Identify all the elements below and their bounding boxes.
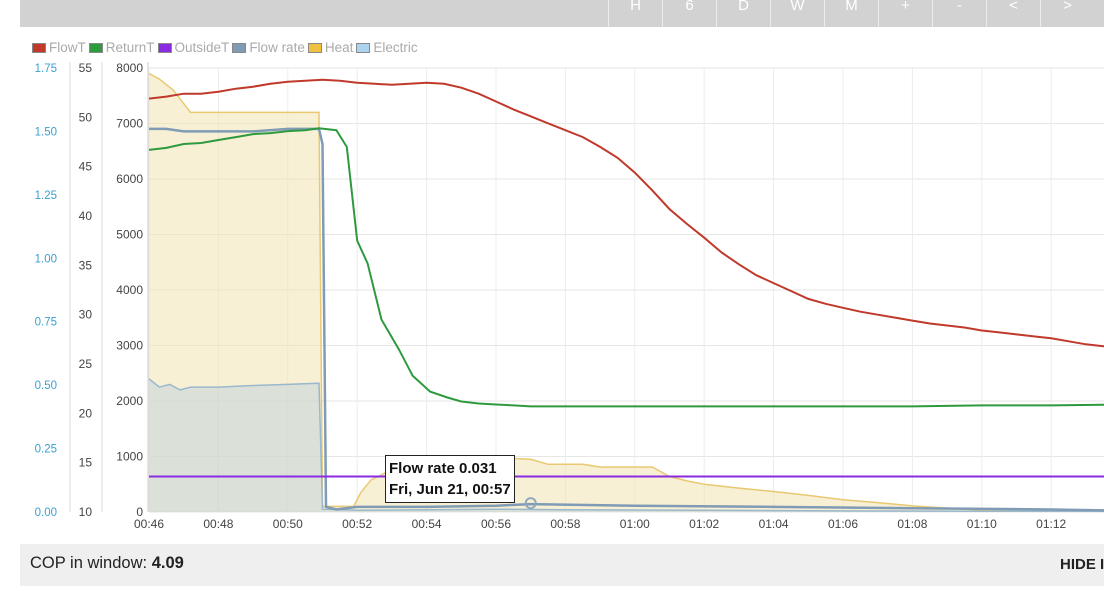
x-axis-tick: 00:58: [550, 517, 580, 531]
toolbar-button-4[interactable]: M: [824, 0, 878, 27]
legend-label: FlowT: [49, 40, 86, 55]
chart-tooltip: Flow rate 0.031 Fri, Jun 21, 00:57: [385, 455, 515, 503]
electric-area: [149, 378, 1104, 512]
flowt-line: [149, 78, 1104, 348]
x-axis-tick: 00:54: [412, 517, 442, 531]
legend-label: Heat: [324, 40, 354, 55]
legend-swatch: [88, 42, 103, 53]
legend-swatch: [32, 42, 46, 53]
legend-swatch: [232, 42, 247, 53]
tooltip-date: Fri, Jun 21, 00:57: [389, 481, 511, 498]
toolbar-button-6[interactable]: -: [932, 0, 986, 27]
toolbar-button-5[interactable]: +: [878, 0, 932, 27]
power-axis-tick: 0: [136, 505, 143, 519]
temperature-axis-tick: 30: [79, 308, 93, 322]
flow-axis-tick: 0.50: [35, 380, 57, 392]
x-axis-tick: 01:08: [897, 517, 927, 531]
legend-label: Electric: [373, 40, 418, 55]
toolbar-button-2[interactable]: D: [716, 0, 770, 27]
legend-swatch: [157, 42, 172, 53]
power-axis-tick: 5000: [116, 228, 143, 242]
x-axis-tick: 01:06: [828, 517, 858, 531]
x-axis-tick: 00:50: [273, 517, 303, 531]
chart-legend: FlowT ReturnT OutsideT Flow rate Heat Electri…: [32, 40, 421, 55]
heatpump-chart: 0.00 0.25 0.50 0.75 1.00 1.25 1.50 1.75 10 15 20 25…: [35, 61, 1104, 531]
flow-axis-tick: 1.50: [35, 126, 57, 138]
power-axis-tick: 2000: [116, 394, 143, 408]
flow-axis-tick: 1.75: [35, 63, 57, 75]
top-bar: [20, 0, 1104, 27]
hide-button[interactable]: HIDE I: [1060, 556, 1104, 573]
legend-swatch: [356, 42, 371, 53]
power-axis-tick: 8000: [116, 61, 143, 75]
power-axis-tick: 7000: [116, 117, 143, 131]
flow-rate-line: [149, 127, 1104, 512]
temperature-axis-tick: 50: [79, 110, 93, 124]
power-axis-tick: 3000: [116, 339, 143, 353]
temperature-axis-tick: 20: [79, 406, 93, 420]
x-axis-tick: 01:00: [620, 517, 650, 531]
temperature-axis-tick: 10: [79, 505, 93, 519]
legend-item-heat[interactable]: Heat: [307, 40, 354, 55]
flow-axis-tick: 0.00: [35, 507, 57, 519]
legend-item-flow-rate[interactable]: Flow rate: [232, 40, 305, 55]
legend-label: OutsideT: [174, 40, 230, 55]
hover-marker: [524, 497, 537, 510]
cop-label: COP in window:: [30, 554, 148, 572]
x-axis-tick: 00:48: [203, 517, 233, 531]
x-axis-tick: 00:56: [481, 517, 511, 531]
time-window-toolbar: H 6 D W M + - < >: [608, 0, 1094, 27]
cop-value: 4.09: [151, 554, 184, 572]
bottom-bar: COP in window: 4.09 HIDE I: [20, 544, 1104, 586]
flow-axis-tick: 1.25: [35, 190, 57, 202]
legend-item-electric[interactable]: Electric: [356, 40, 418, 55]
x-axis-tick: 01:12: [1036, 517, 1066, 531]
temperature-axis-tick: 15: [79, 456, 93, 470]
toolbar-button-1[interactable]: 6: [662, 0, 716, 27]
returnt-line: [149, 127, 1104, 408]
temperature-axis-tick: 35: [79, 258, 93, 272]
flow-axis-tick: 1.00: [35, 253, 57, 265]
tooltip-value: Flow rate 0.031: [389, 460, 497, 477]
temperature-axis-tick: 45: [79, 160, 93, 174]
power-axis-tick: 4000: [116, 283, 143, 297]
power-axis-tick: 6000: [116, 172, 143, 186]
legend-label: ReturnT: [105, 40, 155, 55]
power-axis-tick: 1000: [116, 450, 143, 464]
toolbar-button-8[interactable]: >: [1040, 0, 1094, 27]
legend-item-returnt[interactable]: ReturnT: [88, 40, 155, 55]
cop-summary: COP in window: 4.09: [30, 554, 184, 573]
toolbar-button-0[interactable]: H: [608, 0, 662, 27]
x-axis-tick: 00:52: [342, 517, 372, 531]
flow-axis-tick: 0.25: [35, 444, 57, 456]
x-axis-tick: 01:04: [759, 517, 789, 531]
legend-item-flowt[interactable]: FlowT: [32, 40, 86, 55]
x-axis-tick: 00:46: [134, 517, 164, 531]
temperature-axis-tick: 55: [79, 61, 93, 75]
legend-item-outsidet[interactable]: OutsideT: [157, 40, 230, 55]
temperature-axis-tick: 25: [79, 357, 93, 371]
flow-axis-tick: 0.75: [35, 317, 57, 329]
electric-line: [149, 378, 1104, 513]
legend-label: Flow rate: [249, 40, 305, 55]
heat-area: [149, 73, 1104, 512]
legend-swatch: [307, 42, 322, 53]
x-axis-tick: 01:02: [689, 517, 719, 531]
temperature-axis-tick: 40: [79, 209, 93, 223]
toolbar-button-3[interactable]: W: [770, 0, 824, 27]
x-axis-tick: 01:10: [967, 517, 997, 531]
toolbar-button-7[interactable]: <: [986, 0, 1040, 27]
